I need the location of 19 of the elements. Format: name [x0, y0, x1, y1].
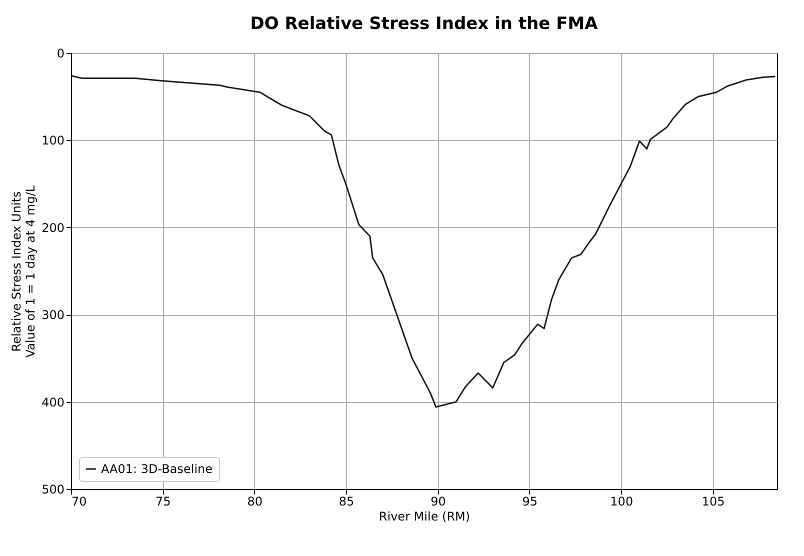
x-tick-label: 95 — [522, 494, 538, 508]
y-tick-label: 500 — [42, 482, 64, 496]
y-tick-label: 300 — [42, 308, 64, 322]
x-tick-label: 70 — [72, 494, 87, 508]
x-tick-label: 90 — [430, 494, 446, 508]
x-tick-label: 75 — [156, 494, 171, 508]
line-series — [71, 74, 776, 408]
chart-title: DO Relative Stress Index in the FMA — [250, 14, 599, 34]
x-tick-label: 105 — [702, 494, 725, 508]
y-tick-label: 400 — [42, 395, 64, 410]
x-tick-label: 100 — [610, 494, 634, 508]
y-tick-label: 0 — [56, 46, 64, 60]
y-axis-title: Relative Stress Index Units Value of 1 = 1 day at 4 mg/L — [10, 185, 38, 358]
y-tick-label: 200 — [42, 220, 64, 235]
y-tick-label: 100 — [42, 134, 64, 148]
x-tick-label: 80 — [247, 494, 263, 508]
legend-label: AA01: 3D-Baseline — [101, 462, 213, 476]
x-tick-label: 85 — [338, 494, 354, 508]
x-axis-title: River Mile (RM) — [378, 510, 470, 524]
